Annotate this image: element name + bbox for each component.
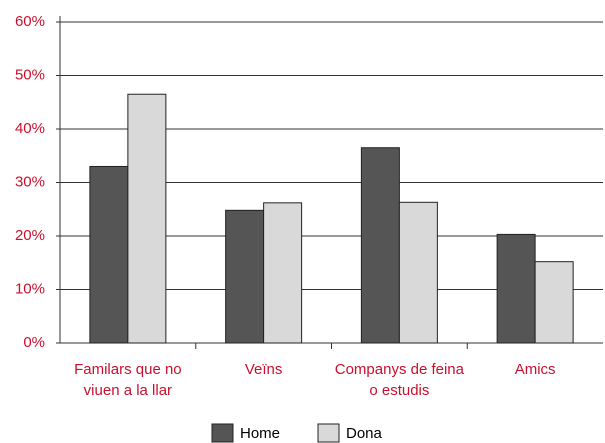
bar (263, 202, 303, 344)
x-tick-label: Familars que no viuen a la llar (74, 361, 182, 399)
legend-swatch (317, 423, 340, 443)
bar (398, 201, 438, 344)
y-tick-label: 40% (15, 120, 45, 137)
bar (127, 93, 167, 344)
y-tick-label: 0% (23, 334, 45, 351)
x-tick-label: Companys de feina o estudis (335, 361, 465, 399)
bar (225, 209, 265, 344)
x-tick-label: Amics (515, 361, 556, 378)
bar (534, 261, 574, 344)
bar (89, 165, 129, 344)
y-tick-label: 50% (15, 66, 45, 83)
y-tick-label: 30% (15, 173, 45, 190)
legend-swatch (211, 423, 234, 443)
x-tick-label: Veïns (245, 361, 283, 378)
y-tick-label: 60% (15, 13, 45, 30)
bar (360, 147, 400, 344)
bar (496, 233, 536, 344)
y-tick-label: 10% (15, 280, 45, 297)
legend-label: Home (240, 425, 280, 442)
y-tick-label: 20% (15, 227, 45, 244)
legend-label: Dona (346, 425, 383, 442)
